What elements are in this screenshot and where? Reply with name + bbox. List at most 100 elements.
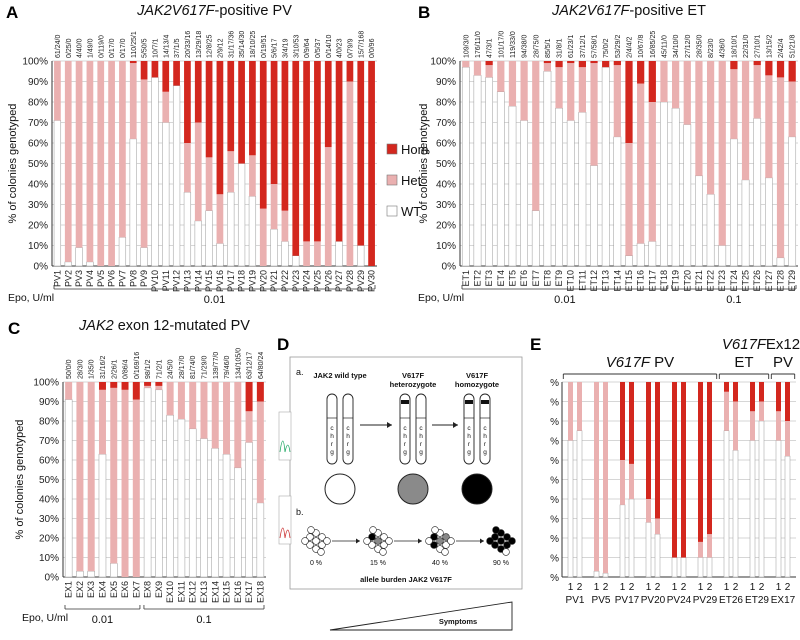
bar-segment-wt bbox=[508, 105, 517, 267]
count-label: 35/14/30 bbox=[239, 31, 246, 58]
count-label: 28/3/0 bbox=[77, 359, 84, 379]
bar-segment-hom bbox=[759, 382, 764, 402]
chart-title: JAK2 exon 12-mutated PV bbox=[78, 318, 250, 334]
replicate-label: 2 bbox=[655, 582, 661, 593]
bar-segment-wt bbox=[601, 66, 610, 267]
burden-cell bbox=[425, 537, 433, 545]
count-label: 16/85/25 bbox=[650, 31, 657, 58]
count-label: 0/169/16 bbox=[134, 352, 141, 379]
chromosome-letter: r bbox=[484, 441, 487, 448]
bar-segment-het bbox=[155, 385, 163, 390]
epo-label: Epo, U/ml bbox=[418, 292, 464, 304]
x-tick-label: PV2 bbox=[63, 270, 73, 287]
bar-segment-wt bbox=[775, 440, 782, 578]
x-tick-label: ET18 bbox=[659, 270, 669, 292]
y-tick-label: 30% bbox=[28, 200, 48, 211]
y-tick-label: 100% bbox=[430, 57, 456, 68]
count-label: 18/10/25 bbox=[250, 31, 257, 58]
epo-label: Epo, U/ml bbox=[22, 612, 68, 624]
state-title: homozygote bbox=[455, 380, 499, 389]
burden-cell bbox=[368, 533, 376, 541]
bar-segment-hom bbox=[620, 382, 625, 460]
bar-segment-het bbox=[177, 382, 185, 420]
bar-segment-wt bbox=[87, 570, 95, 578]
bar-segment-hom bbox=[724, 382, 729, 392]
bar-segment-het bbox=[497, 61, 505, 92]
panel-d-schematic: Da.b.JAK2 wild typechrgchrgV617Fheterozy… bbox=[277, 335, 523, 631]
count-label: 110/25/1 bbox=[131, 31, 138, 58]
bar-segment-hom bbox=[259, 61, 267, 209]
bar-segment-wt bbox=[76, 570, 84, 578]
burden-cell bbox=[306, 541, 314, 549]
bar-segment-hom bbox=[543, 61, 552, 64]
bar-segment-wt bbox=[680, 557, 687, 578]
bar-segment-wt bbox=[613, 136, 622, 267]
count-label: 18/10/1 bbox=[731, 35, 738, 58]
legend-label: Hom bbox=[401, 142, 428, 157]
count-label: 0/79/9 bbox=[347, 38, 354, 58]
arrow-head bbox=[418, 538, 422, 544]
chromosome-letter: c bbox=[403, 425, 407, 432]
bar-segment-het bbox=[753, 65, 761, 119]
x-tick-label: ET4 bbox=[496, 270, 506, 287]
count-label: 0/86/4 bbox=[123, 359, 130, 379]
bar-segment-wt bbox=[166, 414, 174, 578]
x-tick-label: PV1 bbox=[52, 270, 62, 287]
bar-segment-het bbox=[65, 382, 73, 400]
replicate-label: 2 bbox=[577, 582, 583, 593]
count-label: 24/5/0 bbox=[168, 359, 175, 379]
burden-cell bbox=[379, 548, 387, 556]
panel-letter: C bbox=[8, 319, 20, 338]
chromosome bbox=[399, 393, 411, 465]
x-tick-label: ET1 bbox=[461, 270, 471, 287]
y-tick-label: % bbox=[550, 515, 559, 526]
bar-segment-het bbox=[189, 382, 197, 429]
bar-segment-het bbox=[223, 382, 231, 455]
burden-cell bbox=[307, 526, 315, 534]
bar-segment-hom bbox=[707, 382, 712, 535]
bar-segment-het bbox=[121, 389, 129, 577]
count-label: 2/9/12 bbox=[217, 38, 224, 58]
bar-segment-wt bbox=[211, 448, 219, 578]
bar-segment-wt bbox=[183, 191, 192, 267]
burden-cell bbox=[497, 537, 505, 545]
y-tick-label: 80% bbox=[28, 98, 48, 109]
count-label: 47/3/1 bbox=[487, 38, 494, 58]
bar-segment-hom bbox=[368, 61, 375, 266]
chromosome-letter: c bbox=[346, 425, 350, 432]
replicate-label: 2 bbox=[603, 582, 609, 593]
bar-segment-hom bbox=[184, 61, 191, 143]
state-title: heterozygote bbox=[390, 380, 437, 389]
bar-segment-het bbox=[590, 63, 598, 166]
bar-segment-wt bbox=[660, 101, 668, 267]
x-tick-label: ET6 bbox=[519, 270, 529, 287]
bar-segment-hom bbox=[655, 382, 660, 519]
count-label: 71/2/1 bbox=[156, 359, 163, 379]
x-tick-label: ET9 bbox=[554, 270, 564, 287]
bar-segment-wt bbox=[695, 175, 703, 267]
chromosome-letter: h bbox=[483, 433, 487, 440]
x-tick-label: ET22 bbox=[706, 270, 716, 292]
replicate-label: 2 bbox=[707, 582, 713, 593]
bar-segment-het bbox=[706, 61, 715, 195]
bar-segment-hom bbox=[314, 61, 321, 242]
bar-segment-het bbox=[216, 194, 224, 244]
arrow-head bbox=[387, 422, 392, 428]
bar-segment-het bbox=[194, 122, 202, 221]
bar-segment-hom bbox=[788, 61, 796, 82]
bar-segment-het bbox=[108, 61, 115, 266]
y-tick-label: 30% bbox=[436, 200, 456, 211]
burden-cell bbox=[508, 537, 516, 545]
bar-segment-wt bbox=[520, 120, 528, 267]
burden-cell bbox=[430, 533, 438, 541]
bar-segment-het bbox=[625, 143, 633, 256]
count-label: 28/35/0 bbox=[696, 35, 703, 58]
burden-cell bbox=[491, 541, 499, 549]
x-tick-label: ET16 bbox=[636, 270, 646, 292]
y-tick-label: 10% bbox=[39, 553, 59, 564]
bar-segment-wt bbox=[234, 467, 242, 578]
bar-segment-wt bbox=[628, 498, 635, 578]
y-tick-label: 20% bbox=[436, 221, 456, 232]
count-label: 2/4/4/2 bbox=[627, 36, 634, 58]
count-label: 34/10/0 bbox=[673, 35, 680, 58]
